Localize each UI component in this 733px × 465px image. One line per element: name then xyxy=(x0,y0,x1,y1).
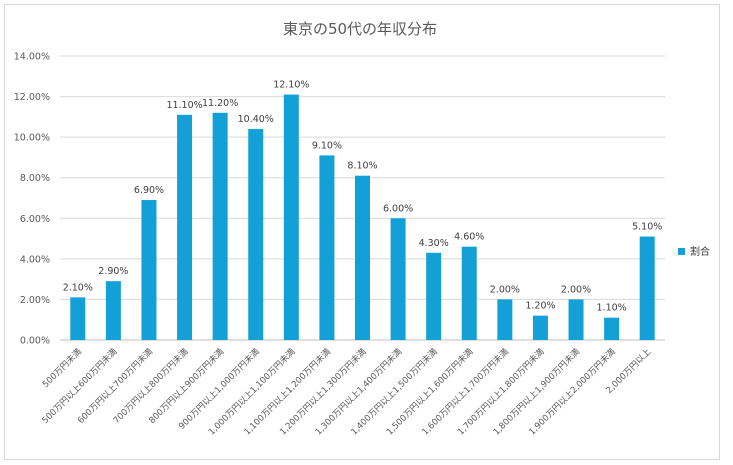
bar xyxy=(604,317,620,340)
legend-label: 割合 xyxy=(690,245,710,258)
data-label: 2.90% xyxy=(98,266,128,277)
bar xyxy=(212,112,228,340)
y-tick-label: 10.00% xyxy=(14,133,50,144)
bar xyxy=(461,246,477,340)
data-label: 2.10% xyxy=(63,282,93,293)
data-label: 2.00% xyxy=(561,284,591,295)
bar xyxy=(283,94,299,341)
bar xyxy=(105,281,121,340)
bar xyxy=(355,175,370,340)
data-label: 11.20% xyxy=(202,98,238,109)
legend-swatch xyxy=(678,248,685,255)
data-label: 1.10% xyxy=(597,303,627,314)
legend: 割合 xyxy=(678,245,710,258)
data-label: 4.60% xyxy=(454,232,484,243)
data-label: 1.20% xyxy=(525,301,555,312)
data-label: 11.10% xyxy=(166,100,202,111)
bar xyxy=(639,236,655,340)
y-tick-label: 6.00% xyxy=(20,214,50,225)
bars xyxy=(70,94,655,341)
bar xyxy=(70,297,86,340)
data-label: 8.10% xyxy=(347,161,377,172)
bar xyxy=(390,218,406,340)
y-axis-ticks: 0.00% 2.00% 4.00% 6.00% 8.00% 10.00% 12.00% 14.… xyxy=(14,52,50,347)
data-labels: 2.10% 2.90% 6.90% 11.10% 11.20%10.40% 12.10% 9… xyxy=(63,80,663,314)
y-tick-label: 4.00% xyxy=(20,254,50,265)
y-tick-label: 8.00% xyxy=(20,173,50,184)
bar xyxy=(319,155,335,340)
y-tick-label: 0.00% xyxy=(20,336,50,347)
y-tick-label: 2.00% xyxy=(20,295,50,306)
data-label: 2.00% xyxy=(490,284,520,295)
bar xyxy=(532,315,548,340)
bar xyxy=(497,299,513,340)
data-label: 12.10% xyxy=(273,80,309,91)
y-tick-label: 12.00% xyxy=(14,92,50,103)
bar xyxy=(141,200,157,340)
bar xyxy=(177,114,193,340)
data-label: 4.30% xyxy=(419,238,449,249)
chart-title: 東京の50代の年収分布 xyxy=(283,20,437,38)
data-label: 9.10% xyxy=(312,140,342,151)
data-label: 6.90% xyxy=(134,185,164,196)
bar xyxy=(248,129,264,340)
bar xyxy=(426,252,442,340)
data-label: 10.40% xyxy=(238,114,274,125)
x-axis-ticks: 500万円未満500万円以上600万円未満600万円以上700万円未満700万円… xyxy=(39,345,653,437)
y-tick-label: 14.00% xyxy=(14,52,50,63)
data-label: 6.00% xyxy=(383,203,413,214)
bar xyxy=(568,299,584,340)
data-label: 5.10% xyxy=(632,222,662,233)
